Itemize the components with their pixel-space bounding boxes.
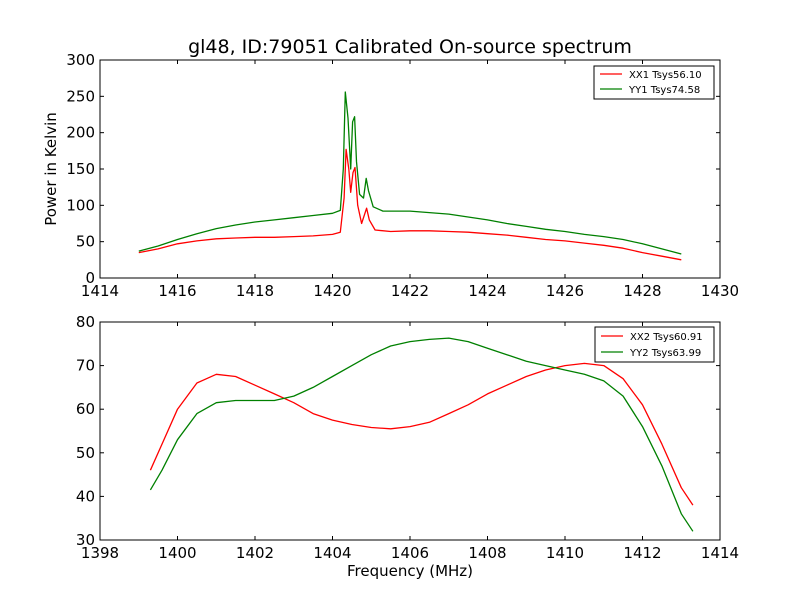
series-line-bottom-yy <box>149 337 694 532</box>
y-tick-label: 80 <box>76 313 95 331</box>
series-line-top-yy <box>138 91 682 255</box>
legend-label-xx1: XX1 Tsys56.10 <box>629 70 702 81</box>
y-tick-label: 40 <box>76 487 95 505</box>
y-tick-label: 50 <box>76 444 95 462</box>
chart-top: 1414 1416 1418 1420 1422 1424 1426 1428 1430 0 50 1… <box>42 51 739 300</box>
series-line-bottom-xx <box>149 362 694 506</box>
series-lines-bottom <box>149 337 694 532</box>
x-tick-label: 1426 <box>546 282 584 300</box>
x-tick-label: 1414 <box>701 544 739 562</box>
x-axis-label-bottom: Frequency (MHz) <box>347 562 473 580</box>
figure-title: gl48, ID:79051 Calibrated On-source spec… <box>188 36 632 58</box>
y-tick-label: 0 <box>85 269 95 287</box>
x-tick-label: 1402 <box>236 544 274 562</box>
chart-bottom: 1398 1400 1402 1404 1406 1408 1410 1412 1414 30 40… <box>76 313 739 580</box>
y-tick-label: 150 <box>66 160 95 178</box>
x-tick-label: 1420 <box>313 282 351 300</box>
y-tick-label: 200 <box>66 124 95 142</box>
x-tick-label: 1424 <box>468 282 506 300</box>
x-tick-label: 1410 <box>546 544 584 562</box>
y-tick-label: 60 <box>76 400 95 418</box>
x-tick-label: 1414 <box>81 282 119 300</box>
y-tick-label: 50 <box>76 233 95 251</box>
y-tick-label: 250 <box>66 87 95 105</box>
legend-box-bottom <box>594 326 715 363</box>
x-tick-label: 1406 <box>391 544 429 562</box>
x-tick-label: 1430 <box>701 282 739 300</box>
x-tick-label: 1412 <box>623 544 661 562</box>
legend-box-top <box>593 65 715 100</box>
x-tick-label: 1428 <box>623 282 661 300</box>
y-tick-label: 300 <box>66 51 95 69</box>
x-tick-label: 1418 <box>236 282 274 300</box>
legend-top: XX1 Tsys56.10 YY1 Tsys74.58 <box>593 65 715 100</box>
y-tick-label: 30 <box>76 531 95 549</box>
series-line-top-xx <box>138 148 682 261</box>
x-tick-label: 1416 <box>158 282 196 300</box>
legend-label-xx2: XX2 Tsys60.91 <box>630 332 703 343</box>
legend-label-yy1: YY1 Tsys74.58 <box>628 85 700 96</box>
ticks-top: 1414 1416 1418 1420 1422 1424 1426 1428 1430 0 50 1… <box>66 51 739 300</box>
series-lines-top <box>138 91 682 261</box>
x-tick-label: 1408 <box>468 544 506 562</box>
legend-bottom: XX2 Tsys60.91 YY2 Tsys63.99 <box>594 326 715 363</box>
legend-label-yy2: YY2 Tsys63.99 <box>629 348 701 359</box>
x-tick-label: 1400 <box>158 544 196 562</box>
y-tick-label: 70 <box>76 357 95 375</box>
x-tick-label: 1404 <box>313 544 351 562</box>
y-axis-label-top: Power in Kelvin <box>42 112 60 226</box>
ticks-bottom: 1398 1400 1402 1404 1406 1408 1410 1412 1414 30 40… <box>76 313 739 562</box>
y-tick-label: 100 <box>66 196 95 214</box>
x-tick-label: 1398 <box>81 544 119 562</box>
x-tick-label: 1422 <box>391 282 429 300</box>
